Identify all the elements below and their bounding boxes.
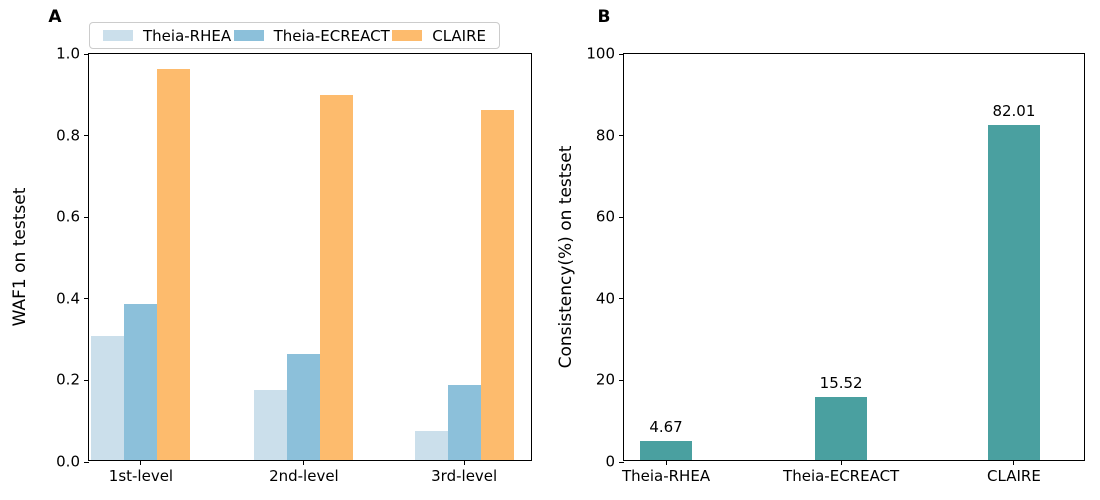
bar-claire-3rd-level [480,109,514,460]
bar-theia-rhea-3rd-level [414,431,448,460]
bar-theia-ecreact-2nd-level [287,353,321,460]
x-tick-mark [840,460,842,465]
panel-a-letter: A [48,7,62,27]
panel-a-plot-area: 0.0 0.2 0.4 0.6 0.8 1.0 1st-level 2nd-level 3rd-… [56,45,532,485]
bar-theia-rhea [640,440,693,460]
bar-theia-rhea-1st-level [91,335,125,460]
legend-entry-claire: CLAIRE [392,27,486,45]
y-tick-mark [84,379,89,381]
bar-theia-ecreact-1st-level [124,303,158,460]
x-tick-label-2nd-level: 2nd-level [269,467,339,485]
panel-a-y-axis-label: WAF1 on testset [10,187,30,327]
panel-b-plot-area: 0 20 40 60 80 100 Theia-RHEA Theia-ECREACT CLAIR… [586,45,1085,485]
y-tick-label: 0.2 [56,371,80,390]
x-tick-label-1st-level: 1st-level [108,467,174,485]
bar-value-label-claire: 82.01 [992,102,1036,121]
bar-claire [987,125,1040,460]
y-tick-mark [84,461,89,463]
x-tick-label-claire: CLAIRE [987,467,1041,485]
bar-theia-ecreact [815,396,868,460]
panel-b-letter: B [597,7,611,27]
y-tick-label: 100 [586,44,615,63]
legend-entry-theia-ecreact: Theia-ECREACT [233,26,390,45]
bar-claire-2nd-level [320,94,354,460]
y-tick-mark [619,379,624,381]
bar-theia-rhea-2nd-level [254,389,288,460]
y-tick-label: 80 [595,126,615,145]
y-tick-label: 1.0 [56,44,80,63]
x-tick-mark [665,460,667,465]
y-tick-label: 0.4 [56,289,80,308]
x-tick-mark [140,460,142,465]
legend-label-theia-rhea: Theia-RHEA [143,26,232,45]
x-tick-mark [463,460,465,465]
x-tick-label-theia-rhea: Theia-RHEA [621,467,711,485]
bar-value-label-theia-ecreact: 15.52 [819,373,863,392]
x-tick-label-theia-ecreact: Theia-ECREACT [783,467,900,485]
x-tick-mark [1013,460,1015,465]
legend-label-claire: CLAIRE [432,26,486,45]
y-tick-mark [84,135,89,137]
y-tick-mark [84,298,89,300]
y-tick-label: 0.6 [56,207,80,226]
bar-value-label-theia-rhea: 4.67 [649,417,683,436]
y-tick-mark [619,461,624,463]
y-tick-mark [619,298,624,300]
y-tick-mark [619,216,624,218]
y-tick-mark [84,216,89,218]
legend: Theia-RHEA Theia-ECREACT CLAIRE [89,22,500,49]
y-tick-mark [619,135,624,137]
legend-swatch-theia-rhea [103,30,133,41]
legend-entry-theia-rhea: Theia-RHEA [103,27,231,45]
y-tick-label: 40 [595,289,615,308]
y-tick-label: 0.8 [56,126,80,145]
legend-swatch-claire [392,30,423,41]
bar-claire-1st-level [157,69,191,460]
y-tick-mark [619,53,624,55]
y-tick-mark [84,53,89,55]
bar-theia-ecreact-3rd-level [447,384,481,460]
y-tick-label: 0.0 [56,452,80,471]
y-tick-label: 0 [605,452,615,471]
y-tick-label: 20 [595,371,615,390]
x-tick-mark [303,460,305,465]
panel-b-y-axis-label: Consistency(%) on testset [556,145,576,369]
legend-swatch-theia-ecreact [233,30,264,41]
legend-label-theia-ecreact: Theia-ECREACT [273,26,390,45]
x-tick-label-3rd-level: 3rd-level [431,467,498,485]
y-tick-label: 60 [595,207,615,226]
